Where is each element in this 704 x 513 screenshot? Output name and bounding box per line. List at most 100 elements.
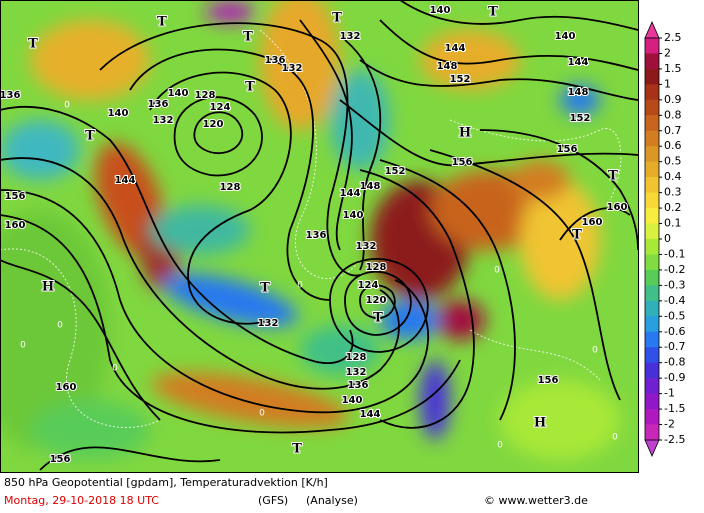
map-label: 0 [612, 433, 618, 443]
map-label: 128 [220, 182, 241, 193]
map-label: 160 [5, 220, 26, 231]
map-label: T [373, 311, 383, 326]
colorbar-label: -1 [664, 387, 675, 400]
colorbar-swatch [645, 130, 659, 147]
colorbar-label: 0 [664, 232, 671, 245]
colorbar-label: 0.6 [664, 139, 682, 152]
colorbar-label: 0.9 [664, 93, 682, 106]
colorbar-label: 0.2 [664, 201, 682, 214]
map-label: 0 [64, 101, 70, 111]
map-label: 140 [108, 108, 129, 119]
colorbar-swatch [645, 409, 659, 425]
map-label: 136 [0, 90, 20, 101]
colorbar-swatch [645, 53, 659, 70]
colorbar-swatch [645, 177, 659, 193]
footer-copyright: © www.wetter3.de [484, 494, 588, 507]
map-label: 144 [360, 409, 381, 420]
colorbar-label: -2.5 [664, 433, 685, 446]
map-label: 0 [592, 346, 598, 356]
map-label: 0 [20, 341, 26, 351]
geopotential-contours [1, 1, 638, 471]
map-label: T [332, 11, 342, 26]
map-label: 156 [557, 144, 578, 155]
map-label: 152 [570, 113, 591, 124]
zero-lines [1, 29, 622, 428]
colorbar-label: -0.5 [664, 309, 685, 322]
colorbar-swatch [645, 161, 659, 178]
colorbar-label: -0.6 [664, 325, 685, 338]
colorbar-swatch [645, 99, 659, 116]
colorbar-label: 0.4 [664, 170, 682, 183]
colorbar-swatch [645, 285, 659, 302]
map-label: 144 [445, 43, 466, 54]
map-label: 160 [582, 217, 603, 228]
map-label: T [245, 80, 255, 95]
colorbar-label: -0.4 [664, 294, 685, 307]
colorbar-label: -0.1 [664, 247, 685, 260]
map-label: T [260, 281, 270, 296]
map-label: 156 [538, 375, 559, 386]
colorbar-label: -2 [664, 418, 675, 431]
map-label: 0 [494, 266, 500, 276]
map-label: 128 [346, 352, 367, 363]
colorbar-label: -0.7 [664, 340, 685, 353]
colorbar-label: -0.8 [664, 356, 685, 369]
map-label: 144 [115, 175, 136, 186]
colorbar: 2.5 2 1.5 1 0.9 0.8 0.7 0.6 0.5 0.4 0.3 0.2 0.1 0 -0.1… [644, 21, 685, 457]
map-label: T [572, 228, 582, 243]
map-label: 128 [366, 262, 387, 273]
map-label: 136 [306, 230, 327, 241]
map-label: 148 [568, 87, 589, 98]
colorbar-top-arrow [644, 21, 660, 39]
colorbar-swatch [645, 146, 659, 162]
colorbar-label: -1.5 [664, 402, 685, 415]
map-label: 132 [346, 367, 367, 378]
colorbar-swatch [645, 393, 659, 410]
colorbar-swatch [645, 300, 659, 317]
map-label: 140 [343, 210, 364, 221]
colorbar-label: 2.5 [664, 31, 682, 44]
map-label: 136 [148, 99, 169, 110]
map-label: 136 [265, 55, 286, 66]
map-label: H [459, 126, 471, 141]
map-label: H [534, 416, 546, 431]
map-label: 140 [168, 88, 189, 99]
map-label: 0 [297, 281, 303, 291]
colorbar-swatch [645, 68, 659, 85]
map-label: 152 [450, 74, 471, 85]
map-label: 148 [360, 181, 381, 192]
colorbar-label: -0.2 [664, 263, 685, 276]
map-label: 140 [342, 395, 363, 406]
map-label: 124 [210, 102, 231, 113]
map-label: T [488, 5, 498, 20]
colorbar-label: 1 [664, 77, 671, 90]
map-label: 0 [497, 441, 503, 451]
colorbar-label: 0.1 [664, 217, 682, 230]
map-label: 140 [430, 5, 451, 16]
colorbar-bottom-arrow [644, 439, 660, 457]
map-label: 144 [340, 188, 361, 199]
map-label: 156 [452, 157, 473, 168]
map-label: 0 [259, 409, 265, 419]
map-label: 144 [568, 57, 589, 68]
map-label: 132 [340, 31, 361, 42]
colorbar-swatch [645, 378, 659, 394]
map-label: 132 [282, 63, 303, 74]
footer-title: 850 hPa Geopotential [gpdam], Temperatur… [4, 476, 328, 489]
map-label: 136 [348, 380, 369, 391]
colorbar-swatch [645, 38, 659, 54]
colorbar-label: 1.5 [664, 62, 682, 75]
colorbar-label: -0.9 [664, 371, 685, 384]
map-label: 132 [258, 318, 279, 329]
map-label: 0 [112, 364, 118, 374]
map-label: 152 [385, 166, 406, 177]
map-label: 0 [57, 321, 63, 331]
map-label: 156 [50, 454, 71, 465]
map-label: T [28, 37, 38, 52]
colorbar-swatch [645, 362, 659, 379]
map-label: T [608, 169, 618, 184]
footer-date: Montag, 29-10-2018 18 UTC [4, 494, 159, 507]
